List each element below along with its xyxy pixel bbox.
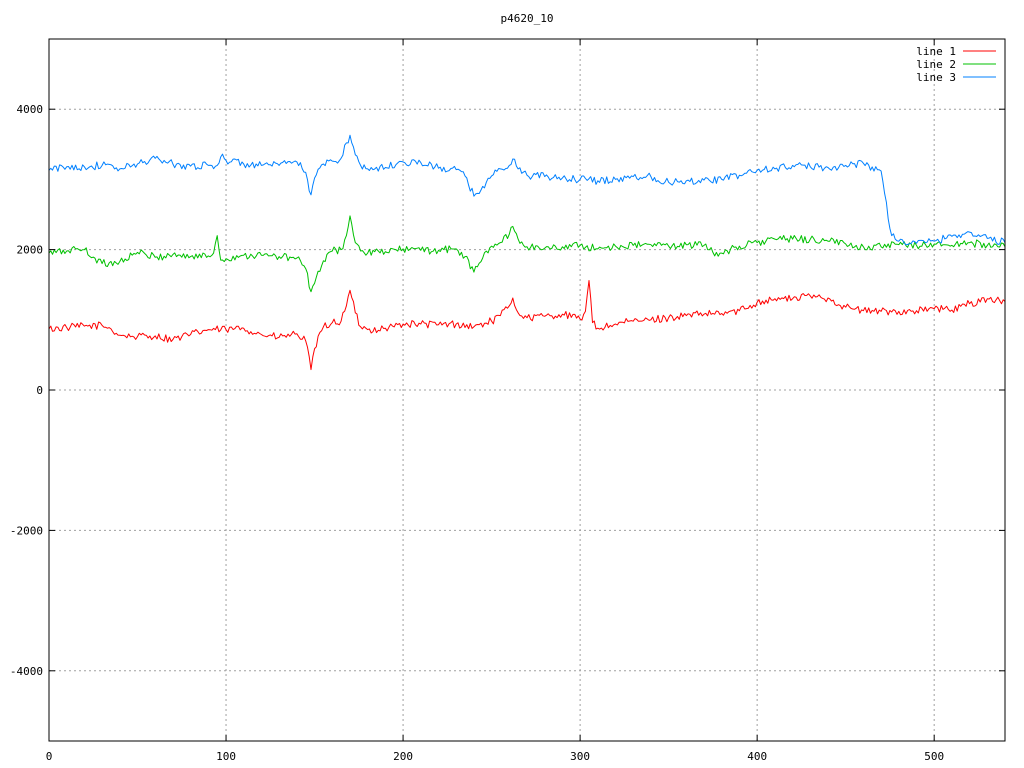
chart-title: p4620_10 [501, 12, 554, 25]
x-tick-label: 300 [570, 750, 590, 763]
y-tick-label: 0 [36, 384, 43, 397]
y-tick-label: 2000 [17, 244, 44, 257]
x-tick-label: 400 [747, 750, 767, 763]
series-line-1 [48, 280, 1006, 371]
plot-frame [48, 38, 1006, 742]
series-line-3 [48, 134, 1006, 246]
x-tick-label: 0 [46, 750, 53, 763]
series-layer [48, 134, 1006, 371]
y-tick-label: 4000 [17, 103, 44, 116]
x-tick-label: 500 [924, 750, 944, 763]
legend-label-1: line 1 [916, 45, 956, 58]
tick-layer: 0 100 200 300 400 500 -4000 -2000 0 2000 4000 [10, 39, 1005, 763]
legend-label-3: line 3 [916, 71, 956, 84]
x-tick-label: 200 [393, 750, 413, 763]
series-line-2 [48, 215, 1006, 293]
grid-layer [49, 39, 1005, 741]
y-tick-label: -2000 [10, 524, 43, 537]
legend-label-2: line 2 [916, 58, 956, 71]
x-tick-label: 100 [216, 750, 236, 763]
y-tick-label: -4000 [10, 665, 43, 678]
